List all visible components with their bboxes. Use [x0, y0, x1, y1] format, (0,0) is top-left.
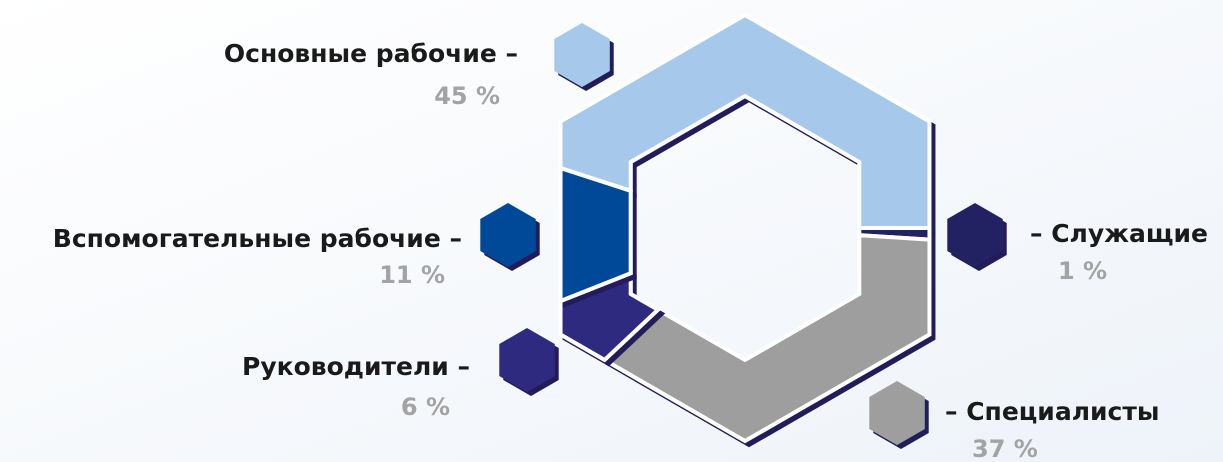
value-label: 6 %	[401, 393, 450, 421]
value-label: 45 %	[434, 82, 500, 110]
legend-marker	[554, 23, 610, 87]
value-label: 11 %	[379, 261, 445, 289]
legend-label: Вспомогательные рабочие –	[53, 224, 462, 253]
legend-label: Руководители –	[242, 352, 470, 381]
value-label: 37 %	[972, 435, 1038, 462]
legend-label: Основные рабочие –	[224, 39, 518, 68]
legend-marker	[499, 328, 555, 392]
value-label: 1 %	[1058, 257, 1107, 285]
legend-marker	[947, 203, 1003, 267]
legend-marker	[480, 203, 536, 267]
donut-segment	[558, 165, 633, 304]
legend-label: – Специалисты	[945, 397, 1159, 426]
legend-marker	[869, 381, 925, 445]
legend-label: – Служащие	[1030, 219, 1208, 248]
